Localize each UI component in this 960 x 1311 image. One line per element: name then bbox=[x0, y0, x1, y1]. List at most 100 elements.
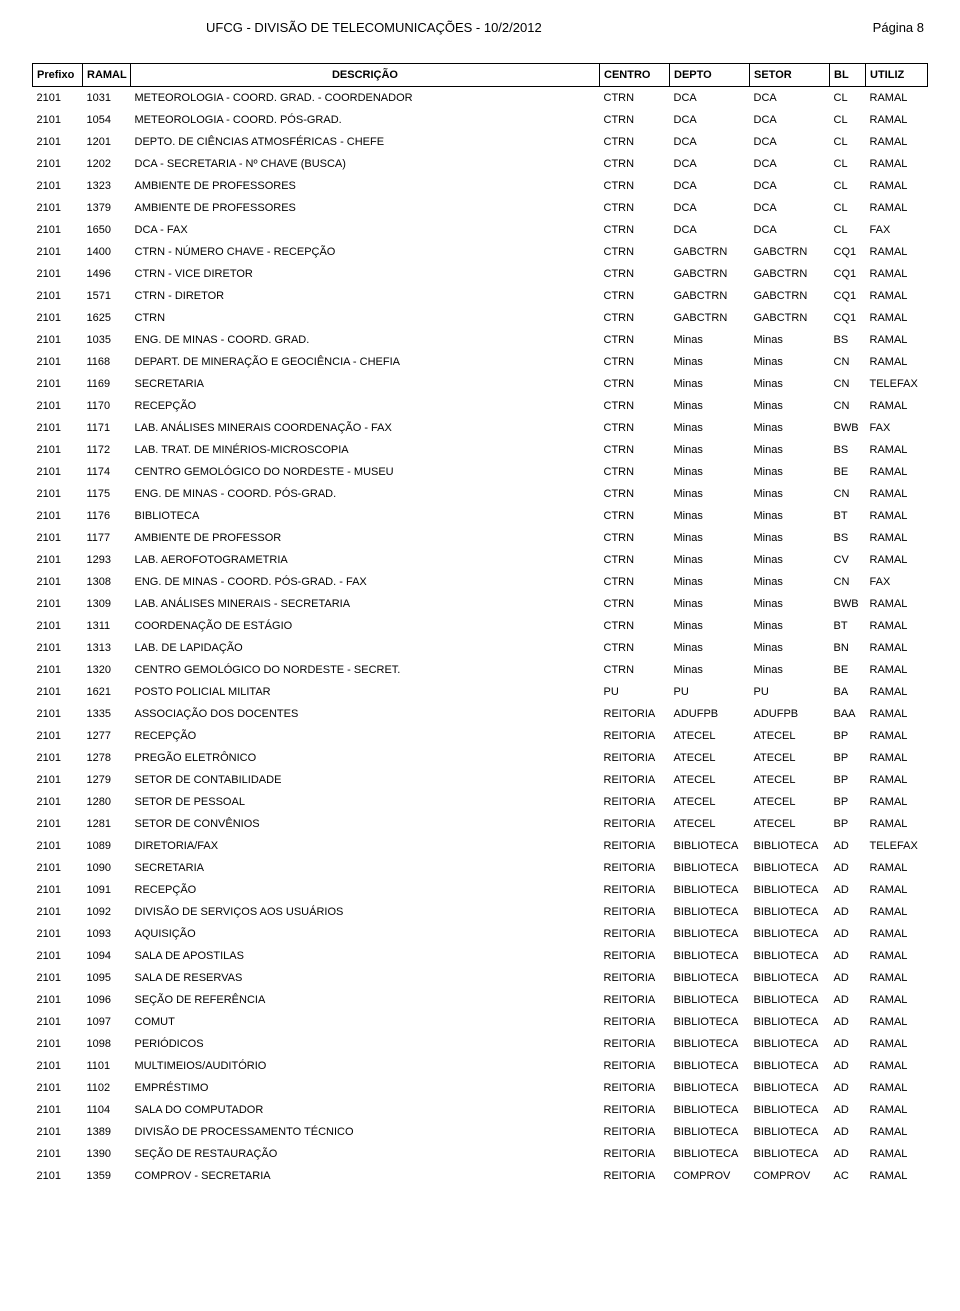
table-cell: LAB. TRAT. DE MINÉRIOS-MICROSCOPIA bbox=[131, 439, 600, 461]
table-cell: COMPROV - SECRETARIA bbox=[131, 1165, 600, 1187]
table-row: 21011390SEÇÃO DE RESTAURAÇÃOREITORIABIBL… bbox=[33, 1143, 928, 1165]
table-cell: BIBLIOTECA bbox=[750, 967, 830, 989]
table-row: 21011174CENTRO GEMOLÓGICO DO NORDESTE - … bbox=[33, 461, 928, 483]
table-cell: Minas bbox=[750, 659, 830, 681]
table-cell: DCA bbox=[750, 219, 830, 241]
table-cell: 2101 bbox=[33, 329, 83, 351]
table-cell: BS bbox=[830, 329, 866, 351]
table-cell: 1177 bbox=[83, 527, 131, 549]
table-cell: RAMAL bbox=[866, 923, 928, 945]
table-cell: DCA - SECRETARIA - Nº CHAVE (BUSCA) bbox=[131, 153, 600, 175]
table-cell: 1174 bbox=[83, 461, 131, 483]
table-cell: CTRN bbox=[600, 483, 670, 505]
table-cell: 2101 bbox=[33, 483, 83, 505]
table-row: 21011091RECEPÇÃOREITORIABIBLIOTECABIBLIO… bbox=[33, 879, 928, 901]
table-cell: PERIÓDICOS bbox=[131, 1033, 600, 1055]
table-cell: 1571 bbox=[83, 285, 131, 307]
table-cell: COMPROV bbox=[670, 1165, 750, 1187]
table-cell: 2101 bbox=[33, 703, 83, 725]
table-cell: ATECEL bbox=[750, 791, 830, 813]
table-cell: CTRN bbox=[600, 197, 670, 219]
table-cell: RAMAL bbox=[866, 945, 928, 967]
table-cell: BIBLIOTECA bbox=[670, 879, 750, 901]
table-cell: 2101 bbox=[33, 1165, 83, 1187]
table-cell: 1389 bbox=[83, 1121, 131, 1143]
table-cell: BP bbox=[830, 747, 866, 769]
table-cell: DCA bbox=[670, 219, 750, 241]
table-cell: Minas bbox=[670, 461, 750, 483]
col-header-prefixo: Prefixo bbox=[33, 64, 83, 87]
table-cell: 2101 bbox=[33, 285, 83, 307]
table-cell: DCA bbox=[670, 175, 750, 197]
table-cell: AD bbox=[830, 857, 866, 879]
table-cell: FAX bbox=[866, 417, 928, 439]
table-row: 21011323AMBIENTE DE PROFESSORESCTRNDCADC… bbox=[33, 175, 928, 197]
table-cell: BS bbox=[830, 439, 866, 461]
table-cell: BT bbox=[830, 615, 866, 637]
table-row: 21011389DIVISÃO DE PROCESSAMENTO TÉCNICO… bbox=[33, 1121, 928, 1143]
table-cell: Minas bbox=[670, 549, 750, 571]
table-cell: 2101 bbox=[33, 1121, 83, 1143]
table-cell: 1308 bbox=[83, 571, 131, 593]
table-cell: MULTIMEIOS/AUDITÓRIO bbox=[131, 1055, 600, 1077]
table-cell: 2101 bbox=[33, 835, 83, 857]
table-cell: Minas bbox=[670, 637, 750, 659]
table-row: 21011097COMUTREITORIABIBLIOTECABIBLIOTEC… bbox=[33, 1011, 928, 1033]
table-row: 21011177AMBIENTE DE PROFESSORCTRNMinasMi… bbox=[33, 527, 928, 549]
table-cell: 2101 bbox=[33, 615, 83, 637]
table-cell: CL bbox=[830, 219, 866, 241]
table-cell: 2101 bbox=[33, 1011, 83, 1033]
page-header: UFCG - DIVISÃO DE TELECOMUNICAÇÕES - 10/… bbox=[32, 20, 928, 35]
table-cell: Minas bbox=[750, 483, 830, 505]
table-cell: 1054 bbox=[83, 109, 131, 131]
table-cell: 2101 bbox=[33, 681, 83, 703]
table-cell: Minas bbox=[670, 439, 750, 461]
table-cell: AD bbox=[830, 901, 866, 923]
table-cell: AD bbox=[830, 1143, 866, 1165]
table-cell: LAB. ANÁLISES MINERAIS COORDENAÇÃO - FAX bbox=[131, 417, 600, 439]
table-cell: 2101 bbox=[33, 109, 83, 131]
table-cell: DCA bbox=[670, 153, 750, 175]
table-cell: DCA bbox=[670, 109, 750, 131]
table-cell: 2101 bbox=[33, 1099, 83, 1121]
table-cell: Minas bbox=[670, 395, 750, 417]
header-title: UFCG - DIVISÃO DE TELECOMUNICAÇÕES - 10/… bbox=[206, 20, 542, 35]
table-cell: RAMAL bbox=[866, 1077, 928, 1099]
table-cell: RAMAL bbox=[866, 439, 928, 461]
table-cell: REITORIA bbox=[600, 967, 670, 989]
table-cell: 1320 bbox=[83, 659, 131, 681]
table-cell: SECRETARIA bbox=[131, 373, 600, 395]
table-cell: Minas bbox=[670, 483, 750, 505]
table-row: 21011311COORDENAÇÃO DE ESTÁGIOCTRNMinasM… bbox=[33, 615, 928, 637]
table-cell: CTRN bbox=[600, 241, 670, 263]
table-cell: BA bbox=[830, 681, 866, 703]
table-cell: 2101 bbox=[33, 461, 83, 483]
table-cell: 2101 bbox=[33, 769, 83, 791]
table-cell: AD bbox=[830, 945, 866, 967]
table-cell: RAMAL bbox=[866, 901, 928, 923]
table-cell: REITORIA bbox=[600, 945, 670, 967]
table-cell: AD bbox=[830, 1099, 866, 1121]
table-row: 21011320CENTRO GEMOLÓGICO DO NORDESTE - … bbox=[33, 659, 928, 681]
table-cell: 2101 bbox=[33, 1077, 83, 1099]
table-cell: SEÇÃO DE REFERÊNCIA bbox=[131, 989, 600, 1011]
table-cell: 2101 bbox=[33, 219, 83, 241]
table-cell: 2101 bbox=[33, 1143, 83, 1165]
table-cell: BIBLIOTECA bbox=[670, 945, 750, 967]
table-cell: SALA DE RESERVAS bbox=[131, 967, 600, 989]
table-cell: GABCTRN bbox=[750, 241, 830, 263]
table-cell: Minas bbox=[670, 329, 750, 351]
table-cell: PREGÃO ELETRÔNICO bbox=[131, 747, 600, 769]
table-cell: RAMAL bbox=[866, 989, 928, 1011]
table-cell: RAMAL bbox=[866, 153, 928, 175]
table-cell: DCA bbox=[750, 153, 830, 175]
table-cell: RAMAL bbox=[866, 747, 928, 769]
table-row: 21011309LAB. ANÁLISES MINERAIS - SECRETA… bbox=[33, 593, 928, 615]
table-cell: ADUFPB bbox=[670, 703, 750, 725]
table-cell: 1202 bbox=[83, 153, 131, 175]
table-row: 21011095SALA DE RESERVASREITORIABIBLIOTE… bbox=[33, 967, 928, 989]
table-cell: CTRN bbox=[600, 109, 670, 131]
table-cell: GABCTRN bbox=[670, 285, 750, 307]
table-cell: ATECEL bbox=[670, 813, 750, 835]
table-cell: 1277 bbox=[83, 725, 131, 747]
